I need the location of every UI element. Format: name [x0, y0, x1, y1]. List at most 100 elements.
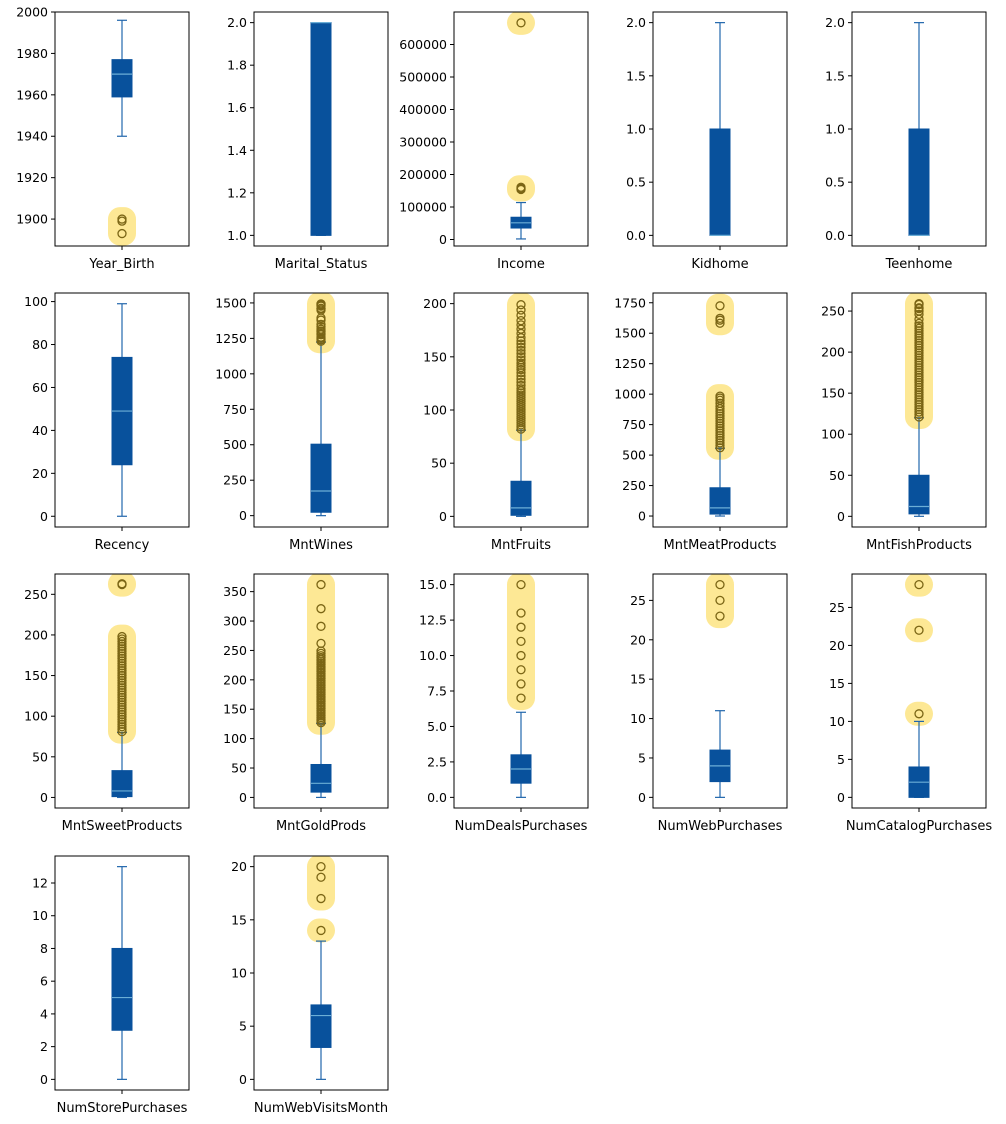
y-tick-label: 1.2: [227, 185, 247, 200]
y-tick-label: 200: [821, 345, 845, 360]
outlier-point: [316, 324, 326, 334]
y-tick-label: 0.0: [626, 228, 646, 243]
outlier-point: [516, 305, 526, 315]
outlier-point: [715, 423, 725, 433]
outlier-point: [117, 670, 127, 681]
y-tick-label: 0: [239, 790, 247, 805]
y-tick-label: 100: [423, 403, 447, 418]
y-tick-label: 200: [24, 627, 48, 642]
outlier-point: [516, 679, 526, 689]
outlier-point: [914, 625, 924, 635]
y-tick-label: 25: [829, 600, 845, 615]
y-tick-label: 20: [829, 638, 845, 653]
outlier-point: [715, 579, 725, 590]
highlight-marker: [108, 574, 136, 597]
y-tick-label: 2.0: [227, 15, 247, 30]
y-tick-label: 2.0: [825, 15, 845, 30]
outlier-point: [516, 182, 526, 192]
outlier-point: [516, 339, 526, 349]
outlier-point: [715, 411, 725, 421]
plot-area: [905, 574, 933, 798]
subplot-income: 0 100000 200000 300000 400000 500000 600000 Inc…: [399, 11, 589, 272]
y-tick-label: 0.0: [427, 790, 447, 805]
highlight-marker: [307, 856, 335, 911]
y-tick-label: 500000: [399, 70, 447, 85]
y-tick-label: 4: [40, 1006, 48, 1021]
outlier-point: [117, 709, 127, 720]
y-tick-label: 7.5: [427, 684, 447, 699]
box: [709, 128, 731, 236]
outlier-point: [117, 687, 127, 698]
y-tick-label: 0: [239, 1072, 247, 1087]
y-tick-label: 5: [239, 1019, 247, 1034]
x-category-label: Kidhome: [691, 257, 748, 272]
box: [111, 770, 133, 798]
subplot-kidhome: 0.0 0.5 1.0 1.5 2.0 Kidhome: [626, 11, 788, 272]
y-tick-label: 500: [622, 448, 646, 463]
x-category-label: MntGoldProds: [276, 819, 366, 834]
outlier-point: [516, 650, 526, 661]
outlier-point: [715, 301, 725, 311]
outlier-point: [914, 709, 924, 719]
outlier-point: [516, 345, 526, 356]
highlight-marker: [905, 701, 933, 726]
plot-area: [307, 856, 335, 1080]
outlier-point: [117, 634, 127, 644]
highlight-marker: [108, 207, 136, 246]
subplot-recency: 0 20 40 60 80 100 Recency: [24, 292, 190, 553]
outlier-point: [117, 214, 127, 224]
outlier-point: [715, 416, 725, 426]
y-tick-label: 1.5: [626, 68, 646, 83]
box: [310, 443, 332, 513]
y-tick-label: 2000: [16, 5, 48, 20]
y-tick-label: 0.5: [626, 175, 646, 190]
highlight-marker: [507, 12, 535, 35]
y-tick-label: 150: [821, 386, 845, 401]
outlier-point: [117, 663, 127, 673]
x-category-label: Year_Birth: [88, 257, 154, 272]
x-category-label: MntSweetProducts: [62, 819, 183, 834]
outlier-point: [316, 872, 326, 882]
y-tick-label: 0: [239, 508, 247, 523]
outlier-point: [316, 621, 326, 631]
outlier-point: [715, 426, 725, 436]
outlier-point: [516, 380, 526, 391]
highlight-marker: [507, 175, 535, 202]
outlier-point: [516, 300, 526, 310]
outlier-point: [117, 690, 127, 700]
y-tick-label: 400000: [399, 102, 447, 117]
outlier-point: [117, 724, 127, 734]
y-tick-label: 1.6: [227, 100, 247, 115]
subplot-mntwines: 0 250 500 750 1000 1250 1500 MntWines: [215, 292, 389, 553]
outlier-point: [715, 421, 725, 431]
outlier-point: [914, 299, 924, 309]
outlier-point: [516, 358, 526, 368]
outlier-point: [516, 352, 526, 362]
outlier-point: [117, 697, 127, 708]
outlier-point: [117, 673, 127, 683]
outlier-point: [316, 319, 326, 329]
outlier-point: [117, 692, 127, 703]
outlier-point: [516, 622, 526, 632]
outlier-point: [117, 695, 127, 705]
y-tick-label: 0: [638, 509, 646, 524]
outlier-point: [715, 443, 725, 453]
y-tick-label: 1.0: [626, 122, 646, 137]
outlier-point: [117, 683, 127, 693]
outlier-point: [117, 666, 127, 676]
y-tick-label: 1500: [215, 295, 247, 310]
plot-area: [310, 22, 332, 236]
y-tick-label: 2.5: [427, 754, 447, 769]
outlier-point: [715, 418, 725, 429]
x-category-label: Income: [497, 257, 545, 272]
outlier-point: [316, 925, 326, 936]
y-tick-label: 2.0: [626, 15, 646, 30]
outlier-point: [117, 719, 127, 729]
outlier-point: [715, 428, 725, 438]
box: [510, 480, 532, 516]
outlier-point: [117, 668, 127, 678]
y-tick-label: 15: [829, 676, 845, 691]
y-tick-label: 0: [40, 509, 48, 524]
outlier-point: [516, 608, 526, 618]
y-tick-label: 250: [223, 473, 247, 488]
